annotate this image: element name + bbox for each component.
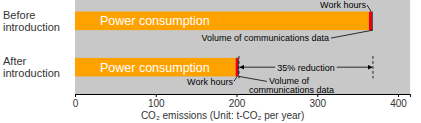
annotations: Work hours Volume of communications data W… xyxy=(187,0,373,95)
bar-label: Power consumption xyxy=(100,14,210,28)
plot-background xyxy=(75,0,410,94)
tick-mark xyxy=(237,94,238,97)
axis-line xyxy=(76,95,411,98)
tick-label: 200 xyxy=(229,98,246,109)
bar-segment xyxy=(236,58,238,77)
annotation: Volume of communications data xyxy=(201,33,329,43)
annotation: 35% reduction xyxy=(277,63,335,73)
category-label: Beforeintroduction xyxy=(3,9,60,33)
leader-line xyxy=(239,76,267,81)
dashed-guide xyxy=(238,56,239,79)
leader-line xyxy=(367,5,371,12)
tick-label: 100 xyxy=(148,98,165,109)
tick-label: 0 xyxy=(73,98,79,109)
category-label: Afterintroduction xyxy=(3,55,60,79)
dashed-guide xyxy=(372,56,373,79)
bar-segment xyxy=(75,58,236,77)
tick: 400 xyxy=(390,94,407,109)
tick: 0 xyxy=(73,94,79,109)
arrow xyxy=(337,67,372,68)
axis-title: CO₂ emissions (Unit: t-CO₂ per year) xyxy=(141,110,304,121)
tick-label: 400 xyxy=(390,98,407,109)
leader-line xyxy=(331,30,373,38)
leader-line xyxy=(234,76,237,81)
arrow xyxy=(240,67,275,68)
bar-segment xyxy=(75,12,369,31)
annotation: Volume ofcommunications data xyxy=(249,76,334,95)
tick-mark xyxy=(156,94,157,97)
bars xyxy=(75,12,373,77)
tick: 200 xyxy=(229,94,246,109)
tick: 300 xyxy=(309,94,326,109)
bar-segment xyxy=(372,12,374,31)
tick-label: 300 xyxy=(309,98,326,109)
annotation: Work hours xyxy=(320,0,366,10)
tick-mark xyxy=(75,94,76,97)
tick: 100 xyxy=(148,94,165,109)
bar-segment xyxy=(369,12,372,31)
chart: 0 100 200 300 400 CO₂ emissions (Unit: t-CO₂ … xyxy=(0,0,421,123)
annotation: Work hours xyxy=(187,77,233,87)
x-axis: 0 100 200 300 400 xyxy=(73,94,411,109)
bar-label: Power consumption xyxy=(100,61,210,75)
tick-mark xyxy=(398,94,399,97)
